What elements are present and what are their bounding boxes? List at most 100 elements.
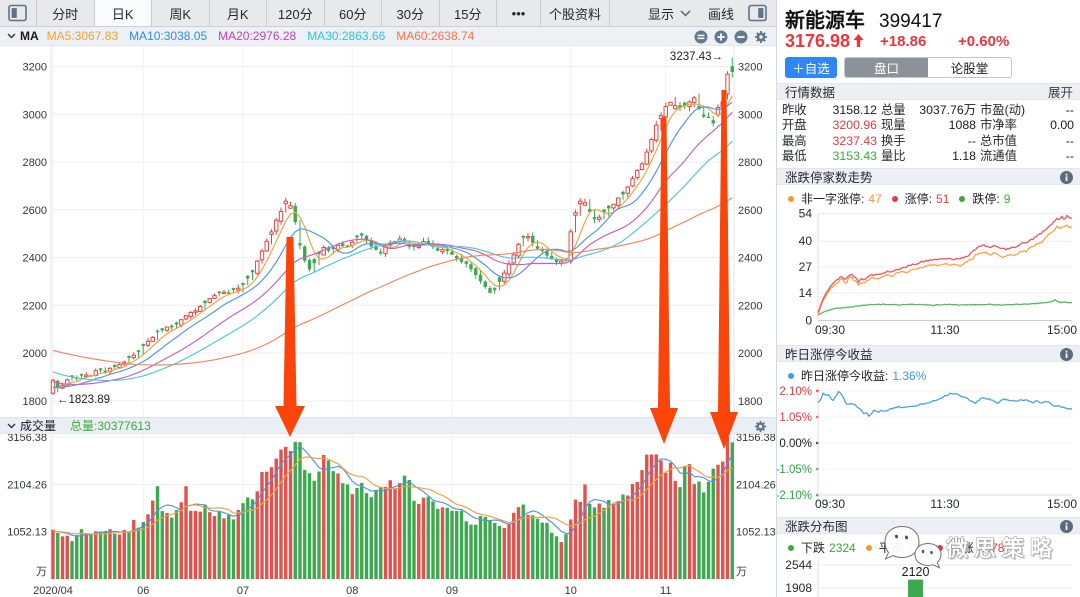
- tab-月K[interactable]: 月K: [210, 0, 267, 26]
- candle-body-up: [188, 312, 193, 317]
- candle-body-up: [578, 200, 583, 205]
- info-icon[interactable]: [1060, 171, 1073, 187]
- right-sidebar-toggle-icon[interactable]: [748, 4, 768, 22]
- volume-bar: [331, 471, 335, 579]
- candle-body-down: [307, 259, 312, 270]
- price-change: +18.86: [880, 33, 927, 50]
- volume-bar: [716, 464, 720, 579]
- volume-bar: [706, 481, 711, 579]
- add-watchlist-button[interactable]: ＋自选: [785, 57, 837, 78]
- display-menu[interactable]: 显示: [648, 4, 691, 23]
- collapse-chevron-icon[interactable]: [7, 423, 16, 429]
- series-line-昨日涨停今收益: [817, 390, 1073, 417]
- draw-line-button[interactable]: 画线: [707, 6, 734, 22]
- candle-body-down: [364, 235, 369, 240]
- volume-bar: [607, 499, 611, 579]
- series-line-涨停: [817, 214, 1073, 313]
- candle-body-up: [692, 97, 697, 104]
- tab-forum[interactable]: 论股堂: [928, 58, 1011, 77]
- volume-bar: [721, 461, 725, 579]
- candle-body-down: [141, 344, 145, 346]
- volume-bar: [630, 483, 635, 579]
- candle-body-up: [573, 212, 578, 216]
- axis-label: 0: [805, 314, 812, 328]
- tab-more[interactable]: •••: [497, 0, 541, 26]
- candle-body-down: [469, 264, 473, 270]
- volume-bar: [203, 504, 207, 579]
- price-axis-label: 3200: [738, 62, 762, 74]
- stock-name: 新能源车: [785, 10, 865, 32]
- axis-label: 1.05%: [779, 412, 812, 424]
- left-sidebar-toggle-icon[interactable]: [8, 4, 28, 22]
- price-change-percent: +0.60%: [958, 33, 1010, 50]
- tab-30分[interactable]: 30分: [382, 0, 440, 26]
- volume-bar: [725, 437, 730, 579]
- volume-bar: [621, 494, 625, 579]
- candle-body-down: [374, 245, 378, 250]
- time-label: 15:00: [1047, 323, 1077, 337]
- volume-bar: [236, 509, 240, 579]
- volume-bar: [317, 471, 321, 579]
- volume-bar: [493, 522, 497, 579]
- volume-bar: [673, 480, 677, 579]
- candle-body-up: [720, 101, 725, 108]
- candle-body-down: [554, 259, 559, 263]
- candle-body-up: [597, 216, 602, 220]
- tab-15分[interactable]: 15分: [440, 0, 497, 26]
- settings-gear-icon[interactable]: [754, 30, 768, 44]
- volume-bar: [65, 535, 69, 579]
- axis-label: 14: [799, 286, 813, 300]
- volume-unit-label: 万: [736, 566, 747, 578]
- volume-bar: [303, 469, 307, 579]
- distribution-chart: 2544 1908 2120: [785, 558, 1072, 597]
- volume-bar: [212, 516, 217, 579]
- volume-bar: [564, 534, 568, 579]
- zoom-reset-icon[interactable]: [694, 30, 708, 44]
- volume-bar: [56, 532, 60, 579]
- candle-body-up: [635, 170, 640, 178]
- candle-body-down: [345, 245, 350, 247]
- volume-bar: [640, 470, 644, 579]
- collapse-chevron-icon[interactable]: [7, 33, 16, 39]
- info-icon[interactable]: [1060, 348, 1073, 364]
- candle-body-up: [198, 305, 203, 312]
- volume-bar: [369, 497, 373, 579]
- axis-label: 2.10%: [779, 386, 812, 398]
- expand-button[interactable]: 展开: [1047, 86, 1073, 100]
- volume-bar: [583, 484, 587, 579]
- volume-bar: [578, 501, 582, 579]
- price-axis-label: 3200: [23, 62, 47, 74]
- price-axis-label: 2200: [23, 300, 47, 312]
- candle-body-down: [621, 191, 625, 195]
- kline-volume-chart[interactable]: 3200 3200 3000 3000 2800 2800 2600 2600 2400 2400…: [0, 46, 777, 597]
- zoom-in-icon[interactable]: [714, 30, 728, 44]
- tab-order-book[interactable]: 盘口: [845, 58, 928, 77]
- info-icon[interactable]: [1060, 520, 1073, 536]
- last-price: 3176.98: [785, 31, 864, 52]
- tab-60分[interactable]: 60分: [325, 0, 382, 26]
- volume-bar: [540, 522, 544, 579]
- stock-title: 新能源车 399417: [785, 4, 942, 33]
- candle-body-down: [436, 248, 440, 251]
- volume-bar: [497, 525, 502, 579]
- volume-bar: [436, 508, 440, 579]
- tab-stock-info[interactable]: 个股资料: [541, 0, 610, 26]
- volume-bar: [274, 458, 278, 579]
- volume-bar: [208, 512, 212, 579]
- zoom-out-icon[interactable]: [734, 30, 748, 44]
- volume-bar: [597, 503, 601, 579]
- volume-settings-gear-icon[interactable]: [754, 420, 767, 436]
- candle-body-down: [103, 370, 107, 373]
- tab-分时[interactable]: 分时: [37, 0, 95, 26]
- volume-bar: [421, 497, 426, 579]
- tab-120分[interactable]: 120分: [267, 0, 325, 26]
- quote-cell-量比: 量比 1.18: [881, 149, 976, 164]
- candle-body-down: [450, 251, 454, 255]
- tab-日K[interactable]: 日K: [94, 0, 152, 26]
- candles: [50, 57, 734, 396]
- volume-bar: [127, 532, 131, 579]
- tab-周K[interactable]: 周K: [152, 0, 210, 26]
- candle-body-up: [117, 364, 122, 369]
- candle-body-down: [155, 330, 160, 333]
- volume-bar: [227, 515, 231, 579]
